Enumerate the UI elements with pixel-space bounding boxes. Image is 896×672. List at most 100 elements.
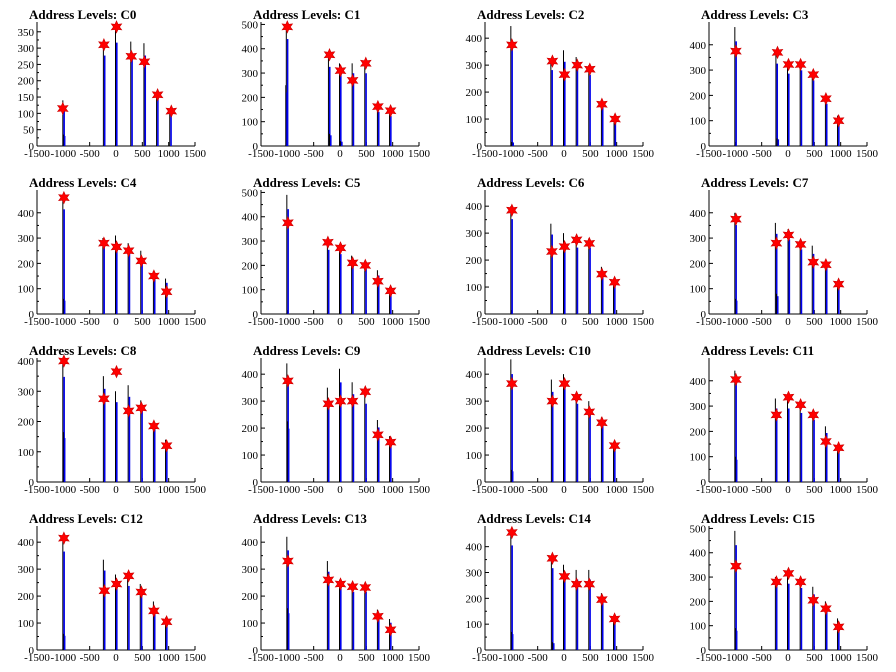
x-tick-label: 500	[358, 316, 375, 328]
x-tick-label: 1500	[632, 148, 655, 160]
star-marker	[334, 394, 347, 408]
panel-title-c14: Address Levels: C14	[477, 511, 591, 526]
x-tick-label: 0	[113, 652, 119, 664]
x-tick-label: 1500	[184, 652, 207, 664]
star-marker	[160, 614, 173, 629]
panel-c5: 0 100 200 300 400 500 -1500 -1000 -500 0 500 1000 15…	[242, 187, 431, 328]
star-marker	[832, 113, 845, 128]
star-marker	[359, 580, 372, 595]
y-tick-label: 400	[18, 537, 35, 549]
star-marker	[782, 390, 795, 404]
panel-title-c3: Address Levels: C3	[701, 7, 809, 22]
x-tick-label: 1000	[382, 484, 405, 496]
star-marker	[782, 57, 795, 72]
star-marker	[384, 623, 397, 637]
x-tick-label: -1000	[498, 484, 524, 496]
x-tick-label: 1500	[632, 652, 655, 664]
x-tick-label: -1500	[248, 316, 274, 328]
x-tick-label: 500	[806, 316, 823, 328]
star-marker	[770, 575, 783, 589]
y-tick-label: 0	[253, 645, 259, 657]
x-tick-label: -1500	[24, 484, 50, 496]
star-marker	[135, 254, 148, 268]
x-tick-label: 500	[358, 148, 375, 160]
star-marker	[281, 20, 294, 34]
star-marker	[608, 438, 621, 453]
y-tick-label: 0	[253, 309, 259, 321]
x-tick-label: 0	[785, 148, 791, 160]
panel-c9: 0 100 200 300 400 -1500 -1000 -500 0 500 1000 1500	[242, 358, 431, 496]
x-tick-label: -500	[752, 652, 773, 664]
star-marker	[570, 577, 583, 591]
y-tick-label: 400	[242, 44, 259, 56]
y-tick-label: 300	[18, 233, 35, 245]
star-marker	[546, 551, 559, 566]
x-tick-label: -500	[752, 316, 773, 328]
x-tick-label: 1500	[632, 316, 655, 328]
x-tick-label: 500	[358, 652, 375, 664]
star-marker	[771, 45, 784, 60]
x-tick-label: 1000	[830, 484, 853, 496]
y-tick-label: 300	[466, 568, 483, 580]
x-tick-label: -1500	[472, 316, 498, 328]
star-marker	[98, 392, 110, 406]
x-tick-label: 500	[806, 484, 823, 496]
x-tick-label: 1000	[382, 148, 405, 160]
y-tick-label: 100	[242, 618, 259, 630]
y-tick-label: 300	[466, 228, 483, 240]
star-marker	[794, 57, 807, 72]
y-tick-label: 300	[242, 68, 259, 80]
star-marker	[730, 559, 742, 573]
x-tick-label: -500	[80, 148, 101, 160]
star-marker	[359, 56, 372, 71]
x-tick-label: -1500	[248, 652, 274, 664]
x-tick-label: 1000	[830, 316, 853, 328]
panel-title-c8: Address Levels: C8	[29, 343, 137, 358]
x-tick-label: 1000	[606, 148, 629, 160]
y-tick-label: 100	[18, 447, 35, 459]
y-tick-label: 400	[690, 376, 707, 388]
y-tick-label: 0	[477, 645, 483, 657]
y-tick-label: 0	[701, 645, 707, 657]
x-tick-label: 0	[337, 652, 343, 664]
x-tick-label: 1000	[382, 652, 405, 664]
star-marker	[98, 38, 110, 52]
star-marker	[730, 44, 742, 58]
y-tick-label: 100	[690, 284, 707, 296]
panel-c4: 0 100 200 300 400 -1500 -1000 -500 0 500 1000 1500	[18, 190, 207, 328]
x-tick-label: -1000	[498, 148, 524, 160]
panel-title-c15: Address Levels: C15	[701, 511, 815, 526]
star-marker	[110, 577, 123, 591]
star-marker	[782, 566, 795, 581]
star-marker	[832, 441, 845, 455]
x-tick-label: -500	[80, 652, 101, 664]
y-tick-label: 100	[690, 452, 707, 464]
y-tick-label: 350	[18, 27, 35, 39]
star-marker	[558, 376, 571, 391]
x-tick-label: 1500	[856, 652, 879, 664]
x-tick-label: -1500	[696, 652, 722, 664]
x-tick-label: -1000	[274, 316, 300, 328]
star-marker	[138, 55, 151, 69]
panel-c12: 0 100 200 300 400 -1500 -1000 -500 0 500 1000 1500	[18, 526, 207, 664]
y-tick-label: 200	[18, 591, 35, 603]
star-marker	[282, 374, 294, 388]
panel-title-c6: Address Levels: C6	[477, 175, 585, 190]
star-marker	[148, 419, 160, 433]
x-tick-label: 1500	[184, 316, 207, 328]
x-tick-label: 500	[806, 148, 823, 160]
star-marker	[506, 376, 518, 391]
star-marker	[506, 38, 518, 52]
x-tick-label: 1500	[184, 148, 207, 160]
x-tick-label: 1000	[606, 484, 629, 496]
panel-c13: 0 100 200 300 400 -1500 -1000 -500 0 500 1000 1500	[242, 526, 431, 664]
star-marker	[135, 585, 148, 599]
star-marker	[372, 99, 384, 114]
x-tick-label: 1500	[408, 148, 431, 160]
x-tick-label: 0	[113, 484, 119, 496]
x-tick-label: -1500	[696, 316, 722, 328]
y-tick-label: 300	[242, 564, 259, 576]
y-tick-label: 100	[690, 621, 707, 633]
x-tick-label: 1000	[606, 652, 629, 664]
